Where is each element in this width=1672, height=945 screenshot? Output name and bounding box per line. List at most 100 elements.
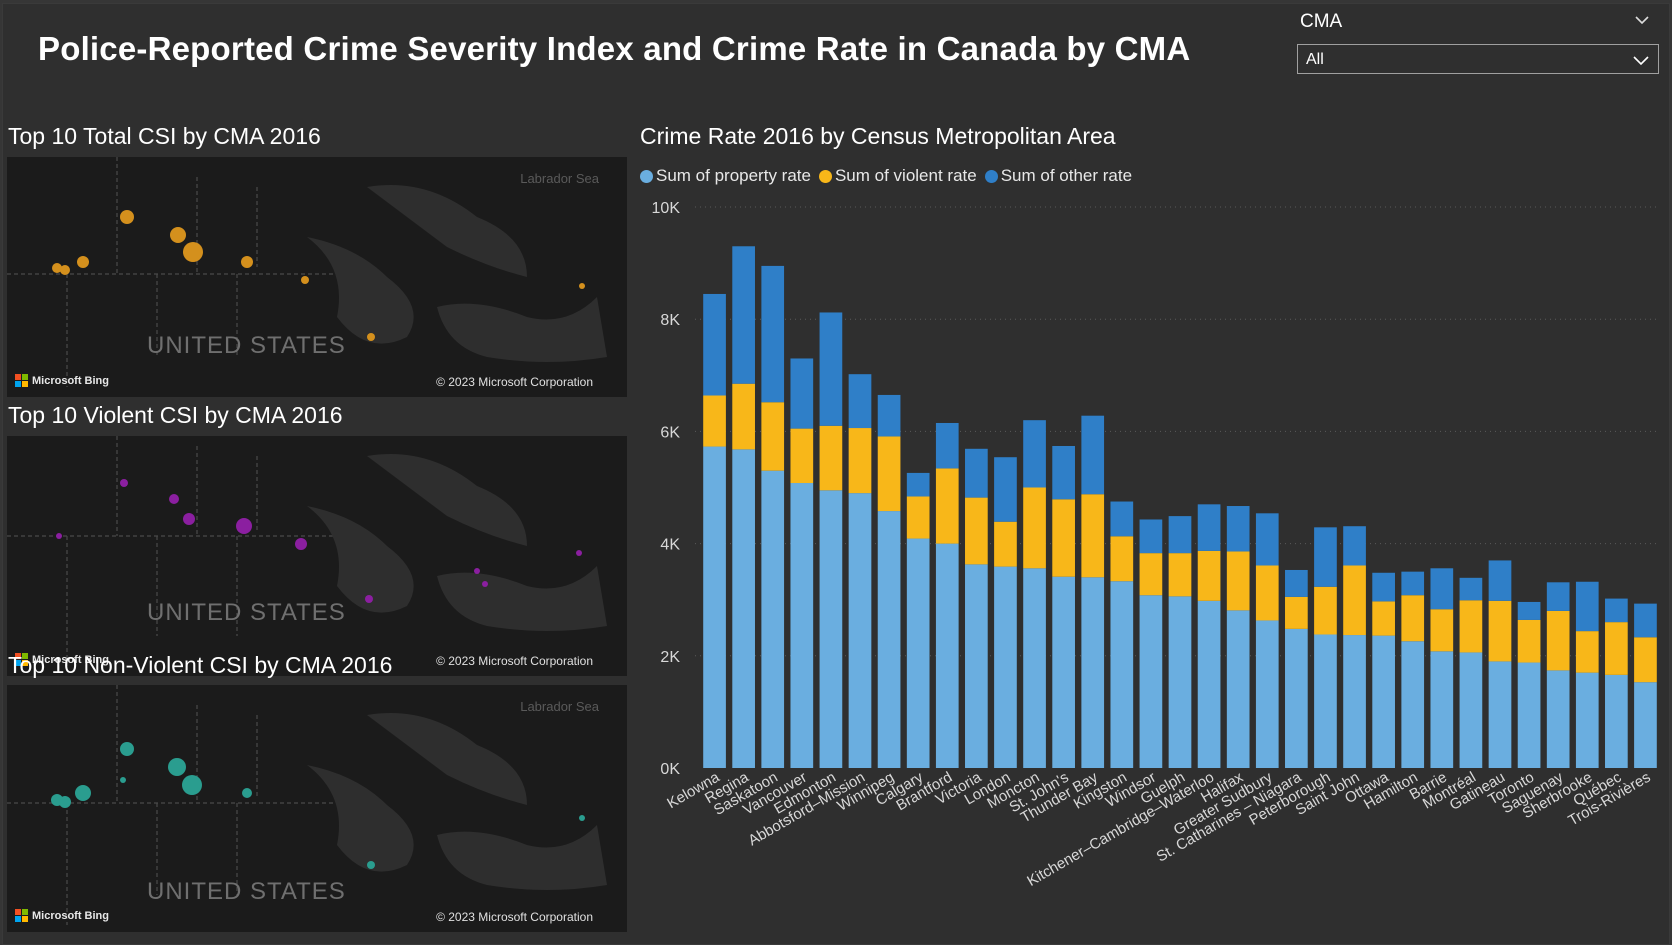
dropdown-chevron-icon[interactable] — [1630, 49, 1652, 71]
bar-segment[interactable] — [1023, 420, 1046, 488]
bar-segment[interactable] — [877, 511, 901, 768]
bar-segment[interactable] — [1634, 637, 1657, 683]
bar-segment[interactable] — [994, 457, 1017, 522]
map-bubble[interactable] — [120, 479, 128, 487]
bar-segment[interactable] — [1052, 576, 1075, 768]
map-bubble[interactable] — [59, 796, 71, 808]
bar-segment[interactable] — [1023, 487, 1046, 569]
bar-segment[interactable] — [703, 395, 726, 447]
bar-segment[interactable] — [1197, 600, 1221, 768]
bar-segment[interactable] — [1255, 620, 1279, 768]
map-bubble[interactable] — [236, 518, 252, 534]
bar-segment[interactable] — [848, 493, 872, 768]
bar-segment[interactable] — [1226, 551, 1250, 611]
bar-segment[interactable] — [1139, 595, 1163, 768]
map-bubble[interactable] — [182, 775, 202, 795]
bar-segment[interactable] — [1314, 634, 1337, 768]
bar-segment[interactable] — [1081, 494, 1105, 578]
bar-segment[interactable] — [1546, 670, 1570, 768]
bar-segment[interactable] — [1023, 568, 1046, 768]
bar-segment[interactable] — [761, 265, 785, 403]
bar-segment[interactable] — [1401, 641, 1425, 768]
bar-segment[interactable] — [1081, 415, 1105, 495]
map-bubble[interactable] — [576, 550, 582, 556]
map-bubble[interactable] — [365, 595, 373, 603]
cma-dropdown[interactable]: All — [1297, 44, 1659, 74]
bar-segment[interactable] — [1546, 582, 1570, 611]
bar-segment[interactable] — [1110, 581, 1134, 768]
bar-segment[interactable] — [1517, 619, 1541, 663]
bar-segment[interactable] — [761, 470, 785, 768]
legend-item-property[interactable]: Sum of property rate — [640, 166, 811, 186]
legend-item-other[interactable]: Sum of other rate — [984, 166, 1132, 186]
bar-segment[interactable] — [994, 521, 1017, 567]
map-bubble[interactable] — [295, 538, 307, 550]
bar-segment[interactable] — [1168, 596, 1192, 768]
bar-segment[interactable] — [1605, 598, 1628, 623]
map-bubble[interactable] — [120, 777, 126, 783]
bar-segment[interactable] — [1226, 610, 1250, 768]
bar-segment[interactable] — [1168, 553, 1192, 597]
bar-segment[interactable] — [1168, 516, 1192, 554]
bar-segment[interactable] — [1459, 652, 1483, 768]
map-bubble[interactable] — [75, 785, 91, 801]
bar-segment[interactable] — [965, 564, 988, 768]
bar-segment[interactable] — [1255, 513, 1279, 566]
map-bubble[interactable] — [579, 283, 585, 289]
bar-segment[interactable] — [1605, 622, 1628, 675]
bar-segment[interactable] — [1401, 571, 1425, 596]
map-bubble[interactable] — [474, 568, 480, 574]
bar-segment[interactable] — [1197, 504, 1221, 551]
bar-segment[interactable] — [848, 374, 872, 429]
bar-segment[interactable] — [1372, 601, 1395, 636]
bar-segment[interactable] — [1226, 506, 1250, 552]
bar-segment[interactable] — [1285, 596, 1308, 629]
bar-segment[interactable] — [1255, 565, 1279, 621]
bar-segment[interactable] — [1285, 628, 1308, 768]
bar-segment[interactable] — [848, 428, 872, 494]
bar-segment[interactable] — [1575, 672, 1599, 768]
map-bubble[interactable] — [170, 227, 186, 243]
bar-segment[interactable] — [1139, 519, 1163, 554]
bar-segment[interactable] — [1401, 595, 1425, 642]
map-bubble[interactable] — [183, 242, 203, 262]
bar-segment[interactable] — [1488, 661, 1512, 768]
bar-segment[interactable] — [1081, 577, 1105, 768]
cma-slicer-header[interactable]: CMA — [1300, 8, 1660, 34]
bar-segment[interactable] — [790, 483, 814, 768]
bar-segment[interactable] — [1285, 569, 1308, 597]
chevron-down-icon[interactable] — [1632, 10, 1652, 30]
bar-segment[interactable] — [1052, 445, 1075, 500]
map-bubble[interactable] — [60, 265, 70, 275]
map-bubble[interactable] — [168, 758, 186, 776]
bar-segment[interactable] — [819, 425, 843, 491]
map-bubble[interactable] — [56, 533, 62, 539]
map-total-csi[interactable]: Labrador Sea UNITED STATES Microsoft Bin… — [7, 157, 627, 397]
bar-segment[interactable] — [1459, 577, 1483, 601]
bar-segment[interactable] — [906, 472, 930, 497]
bar-segment[interactable] — [1488, 560, 1512, 601]
chart-legend[interactable]: Sum of property rate Sum of violent rate… — [640, 166, 1132, 186]
bar-segment[interactable] — [1343, 526, 1366, 566]
bar-segment[interactable] — [1517, 601, 1541, 620]
bar-segment[interactable] — [994, 566, 1017, 768]
bar-segment[interactable] — [906, 538, 930, 768]
bar-segment[interactable] — [1372, 572, 1395, 602]
map-bubble[interactable] — [183, 513, 195, 525]
bar-segment[interactable] — [1139, 553, 1163, 596]
map-bubble[interactable] — [120, 210, 134, 224]
legend-item-violent[interactable]: Sum of violent rate — [818, 166, 977, 186]
bar-segment[interactable] — [790, 358, 814, 429]
bar-segment[interactable] — [1575, 581, 1599, 632]
bar-segment[interactable] — [935, 468, 959, 544]
bar-segment[interactable] — [1488, 600, 1512, 662]
bar-segment[interactable] — [1517, 662, 1541, 768]
bar-segment[interactable] — [703, 293, 726, 396]
bar-segment[interactable] — [935, 422, 959, 469]
bar-segment[interactable] — [906, 496, 930, 539]
bar-segment[interactable] — [732, 246, 755, 384]
map-bubble[interactable] — [301, 276, 309, 284]
bar-segment[interactable] — [819, 490, 843, 768]
bar-segment[interactable] — [732, 449, 755, 768]
map-bubble[interactable] — [242, 788, 252, 798]
